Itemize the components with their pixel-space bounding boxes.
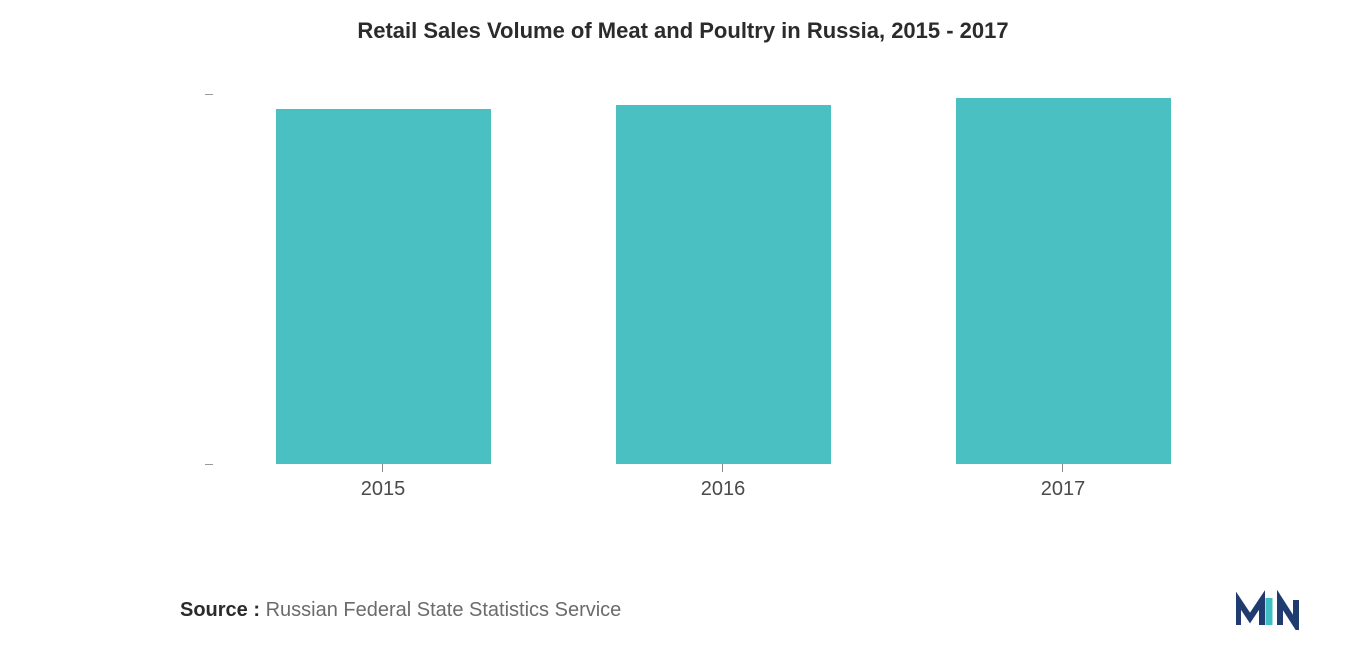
bars-container (214, 94, 1233, 464)
bar-group-1 (554, 105, 894, 464)
y-tick-bottom (205, 464, 213, 465)
source-value: Russian Federal State Statistics Service (260, 599, 621, 621)
x-label-group-2: 2017 (893, 464, 1233, 501)
bar-group-0 (214, 109, 554, 464)
y-tick-top (205, 94, 213, 95)
x-tick-0 (382, 464, 383, 472)
x-label-0: 2015 (213, 478, 553, 501)
x-label-group-1: 2016 (553, 464, 893, 501)
x-label-1: 2016 (553, 478, 893, 501)
source-label: Source : (180, 599, 260, 621)
bar-2 (956, 98, 1171, 464)
source-text: Source : Russian Federal State Statistic… (180, 599, 621, 622)
x-tick-1 (722, 464, 723, 472)
x-axis: 2015 2016 2017 (213, 464, 1233, 501)
chart-title: Retail Sales Volume of Meat and Poultry … (0, 0, 1366, 54)
x-label-2: 2017 (893, 478, 1233, 501)
x-tick-2 (1062, 464, 1063, 472)
chart-area: 2015 2016 2017 (133, 94, 1233, 494)
bar-0 (276, 109, 491, 464)
x-label-group-0: 2015 (213, 464, 553, 501)
bar-1 (616, 105, 831, 464)
plot-region (213, 94, 1233, 464)
mordor-logo-icon (1236, 590, 1306, 630)
bar-group-2 (893, 98, 1233, 464)
source-row: Source : Russian Federal State Statistic… (180, 590, 1306, 630)
